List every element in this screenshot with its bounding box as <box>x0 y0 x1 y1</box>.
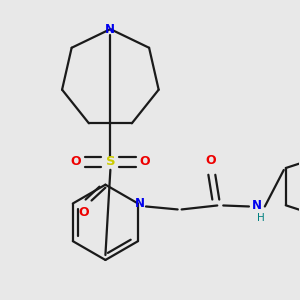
Text: O: O <box>140 155 150 168</box>
Text: O: O <box>205 154 216 167</box>
Text: N: N <box>105 22 116 36</box>
Text: N: N <box>252 199 262 212</box>
Text: O: O <box>78 206 89 219</box>
Text: N: N <box>135 197 145 210</box>
Text: S: S <box>106 155 115 168</box>
Text: O: O <box>70 155 81 168</box>
Text: H: H <box>257 213 265 224</box>
